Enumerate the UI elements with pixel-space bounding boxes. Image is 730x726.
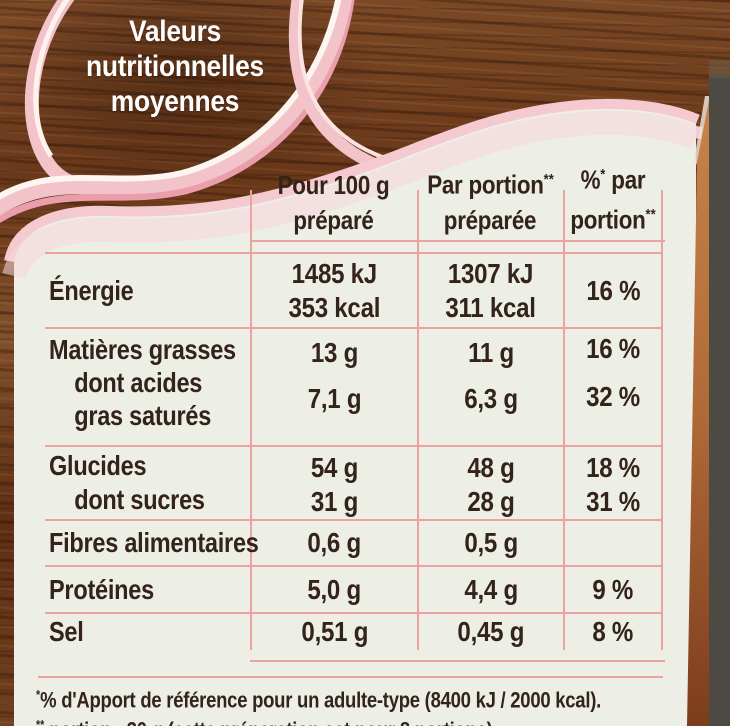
col-header-per-portion: Par portion** préparée xyxy=(427,170,554,235)
cell-per100: 54 g 31 g xyxy=(250,447,417,519)
asterisk-marker: ** xyxy=(645,206,656,224)
cell-portion: 1307 kJ 311 kcal xyxy=(417,254,563,327)
cell-per100: 5,0 g xyxy=(250,567,417,612)
table-bottom-line xyxy=(250,660,665,662)
asterisk-marker: * xyxy=(36,687,41,702)
header-divider xyxy=(563,190,565,252)
cell-label: Glucides dont sucres xyxy=(49,450,205,515)
cell-label: Sel xyxy=(49,616,84,647)
row-energie: Énergie 1485 kJ 353 kcal 1307 kJ 311 kcal … xyxy=(45,254,663,327)
asterisk-marker: ** xyxy=(36,717,45,726)
footnote-separator xyxy=(38,676,663,678)
row-matieres-grasses: Matières grasses dont acides gras saturé… xyxy=(45,327,663,445)
title-line-3: moyennes xyxy=(110,85,240,118)
cell-label: Énergie xyxy=(49,274,134,306)
cell-portion: 4,4 g xyxy=(417,567,563,612)
header-divider xyxy=(250,190,252,252)
cell-portion: 48 g 28 g xyxy=(417,447,563,519)
nutrition-table: Pour 100 g préparé Par portion** préparé… xyxy=(45,160,665,662)
row-proteines: Protéines 5,0 g 4,4 g 9 % xyxy=(45,565,663,612)
title-line-2: nutritionnelles xyxy=(86,50,264,83)
heart-ribbon-swoosh xyxy=(0,0,355,224)
cell-label: Fibres alimentaires xyxy=(49,527,259,558)
cell-pct xyxy=(563,521,663,565)
cell-pct: 18 % 31 % xyxy=(563,447,663,519)
row-glucides: Glucides dont sucres 54 g 31 g 48 g 28 g… xyxy=(45,445,663,519)
cell-portion: 0,5 g xyxy=(417,521,563,565)
asterisk-marker: * xyxy=(600,165,606,183)
header-divider xyxy=(661,190,663,252)
header-underline xyxy=(250,240,665,242)
row-sel: Sel 0,51 g 0,45 g 8 % xyxy=(45,612,663,650)
col-header-pct-portion: %* par portion** xyxy=(570,164,656,235)
cell-per100: 13 g 7,1 g xyxy=(250,329,417,445)
cell-pct: 16 % 32 % xyxy=(563,329,663,445)
asterisk-marker: ** xyxy=(543,171,554,189)
cell-per100: 0,51 g xyxy=(250,614,417,650)
cell-portion: 11 g 6,3 g xyxy=(417,329,563,445)
footnote-reference-intake: *% d'Apport de référence pour un adulte-… xyxy=(36,687,602,713)
col-header-spacer xyxy=(45,238,250,252)
cell-label: Matières grasses dont acides gras saturé… xyxy=(49,334,236,431)
footnote-portion-size: ** portion : 30 g (cette préparation est… xyxy=(36,712,696,726)
cell-pct: 8 % xyxy=(563,614,663,650)
table-body: Énergie 1485 kJ 353 kcal 1307 kJ 311 kcal … xyxy=(45,252,663,650)
col-header-per-100g: Pour 100 g préparé xyxy=(277,170,390,235)
package-edge-dark xyxy=(709,74,730,726)
cell-pct: 16 % xyxy=(563,254,663,327)
title-line-1: Valeurs xyxy=(128,15,222,48)
cell-portion: 0,45 g xyxy=(417,614,563,650)
cell-per100: 0,6 g xyxy=(250,521,417,565)
cell-pct: 9 % xyxy=(563,567,663,612)
table-header-row: Pour 100 g préparé Par portion** préparé… xyxy=(45,160,663,252)
nutrition-title: Valeurs nutritionnelles moyennes xyxy=(55,14,295,119)
header-divider xyxy=(417,190,419,252)
package-edge-orange xyxy=(687,100,713,726)
cell-per100: 1485 kJ 353 kcal xyxy=(250,254,417,327)
row-fibres: Fibres alimentaires 0,6 g 0,5 g xyxy=(45,519,663,565)
label-panel xyxy=(14,108,696,726)
cell-label: Protéines xyxy=(49,573,154,605)
